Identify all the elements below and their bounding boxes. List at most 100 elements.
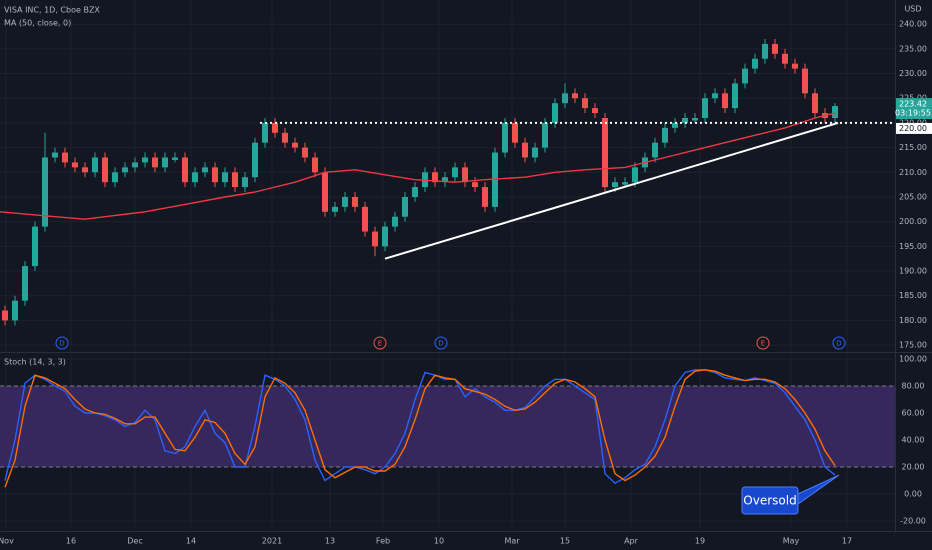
y-tick-label: 180.00 <box>899 316 927 325</box>
event-label: D <box>59 340 64 348</box>
x-tick-label: Feb <box>376 537 390 546</box>
candle-body <box>652 142 658 158</box>
candle-body <box>342 196 348 207</box>
y-tick-label: 240.00 <box>899 20 927 29</box>
y-tick-label: 175.00 <box>899 341 927 350</box>
candle-body <box>32 226 38 267</box>
candle-body <box>552 103 558 123</box>
candle-body <box>522 142 528 158</box>
event-marker <box>373 336 387 350</box>
candle-body <box>752 58 758 69</box>
candle-body <box>662 127 668 143</box>
candle-body <box>102 157 108 183</box>
candle-body <box>402 196 408 217</box>
candle-body <box>252 142 258 178</box>
y-tick-label: 230.00 <box>899 69 927 78</box>
candle-body <box>192 172 198 183</box>
y-tick-label: 200.00 <box>899 217 927 226</box>
candle-body <box>232 172 238 188</box>
y-tick-label: 0.00 <box>904 489 922 498</box>
x-tick-label: Nov <box>0 537 14 546</box>
y-tick-label: 100.00 <box>899 355 927 364</box>
x-tick-label: 13 <box>325 537 335 546</box>
x-tick-label: Apr <box>624 537 639 546</box>
candle-body <box>742 68 748 84</box>
candle-body <box>352 196 358 207</box>
candle-body <box>472 182 478 188</box>
candle-body <box>322 172 328 212</box>
event-label: E <box>761 340 765 348</box>
y-tick-label: 80.00 <box>902 382 925 391</box>
candle-body <box>712 93 718 99</box>
event-marker <box>756 336 770 350</box>
candle-body <box>432 172 438 183</box>
y-tick-label: 215.00 <box>899 143 927 152</box>
stoch-band <box>0 386 895 467</box>
candle-body <box>312 157 318 173</box>
candle-body <box>812 93 818 114</box>
candle-body <box>512 122 518 143</box>
candle-body <box>332 206 338 212</box>
candle-body <box>62 152 68 163</box>
candle-body <box>592 108 598 114</box>
candle-body <box>362 206 368 232</box>
event-label: D <box>438 340 443 348</box>
countdown-label: 03:19:55 <box>895 109 931 118</box>
candle-body <box>142 157 148 163</box>
y-tick-label: 190.00 <box>899 267 927 276</box>
y-tick-label: 60.00 <box>902 409 925 418</box>
ma-line <box>0 112 836 220</box>
candle-body <box>202 167 208 173</box>
x-tick-label: 16 <box>66 537 76 546</box>
chart-title: VISA INC, 1D, Cboe BZX <box>4 6 100 15</box>
stoch-line <box>4 369 836 485</box>
candle-body <box>682 117 688 123</box>
grid <box>0 0 895 530</box>
y-tick-label: -20.00 <box>900 516 926 525</box>
candle-body <box>452 167 458 178</box>
resistance-price-box <box>896 122 932 134</box>
candle-body <box>832 106 838 118</box>
candle-body <box>162 157 168 168</box>
event-label: E <box>378 340 382 348</box>
x-tick-label: 2021 <box>262 537 282 546</box>
candle-body <box>762 43 768 59</box>
y-tick-label: 20.00 <box>902 462 925 471</box>
x-tick-label: Dec <box>127 537 142 546</box>
x-tick-label: 10 <box>434 537 444 546</box>
y-tick-label: 235.00 <box>899 44 927 53</box>
candle-body <box>132 162 138 168</box>
candle-body <box>572 93 578 99</box>
candle-body <box>122 167 128 173</box>
candle-body <box>272 122 278 133</box>
candle-body <box>772 43 778 54</box>
candle-body <box>152 157 158 168</box>
y-tick-label: 210.00 <box>899 168 927 177</box>
candle-body <box>502 122 508 153</box>
y-tick-label: 195.00 <box>899 242 927 251</box>
candle-body <box>242 177 248 188</box>
candle-body <box>172 157 178 160</box>
ma-legend: MA (50, close, 0) <box>4 19 71 28</box>
candle-body <box>52 152 58 158</box>
candle-body <box>282 132 288 143</box>
y-tick-label: 185.00 <box>899 291 927 300</box>
candle-body <box>562 93 568 104</box>
candle-body <box>622 182 628 185</box>
resistance-price-label: 220.00 <box>899 124 927 133</box>
candle-body <box>632 167 638 183</box>
last-price-box <box>896 98 932 120</box>
x-tick-label: May <box>783 537 800 546</box>
event-marker <box>434 336 448 350</box>
callout-text: Oversold <box>743 494 796 508</box>
event-marker <box>832 336 846 350</box>
candle-body <box>372 231 378 247</box>
candle-body <box>532 147 538 158</box>
candle-body <box>212 167 218 183</box>
x-tick-label: 17 <box>842 537 852 546</box>
y-tick-label: 40.00 <box>902 436 925 445</box>
candle-body <box>112 172 118 183</box>
candle-body <box>542 122 548 148</box>
x-tick-label: 19 <box>695 537 705 546</box>
